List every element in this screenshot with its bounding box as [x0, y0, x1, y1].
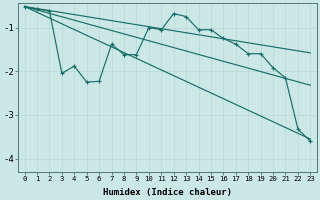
- X-axis label: Humidex (Indice chaleur): Humidex (Indice chaleur): [103, 188, 232, 197]
